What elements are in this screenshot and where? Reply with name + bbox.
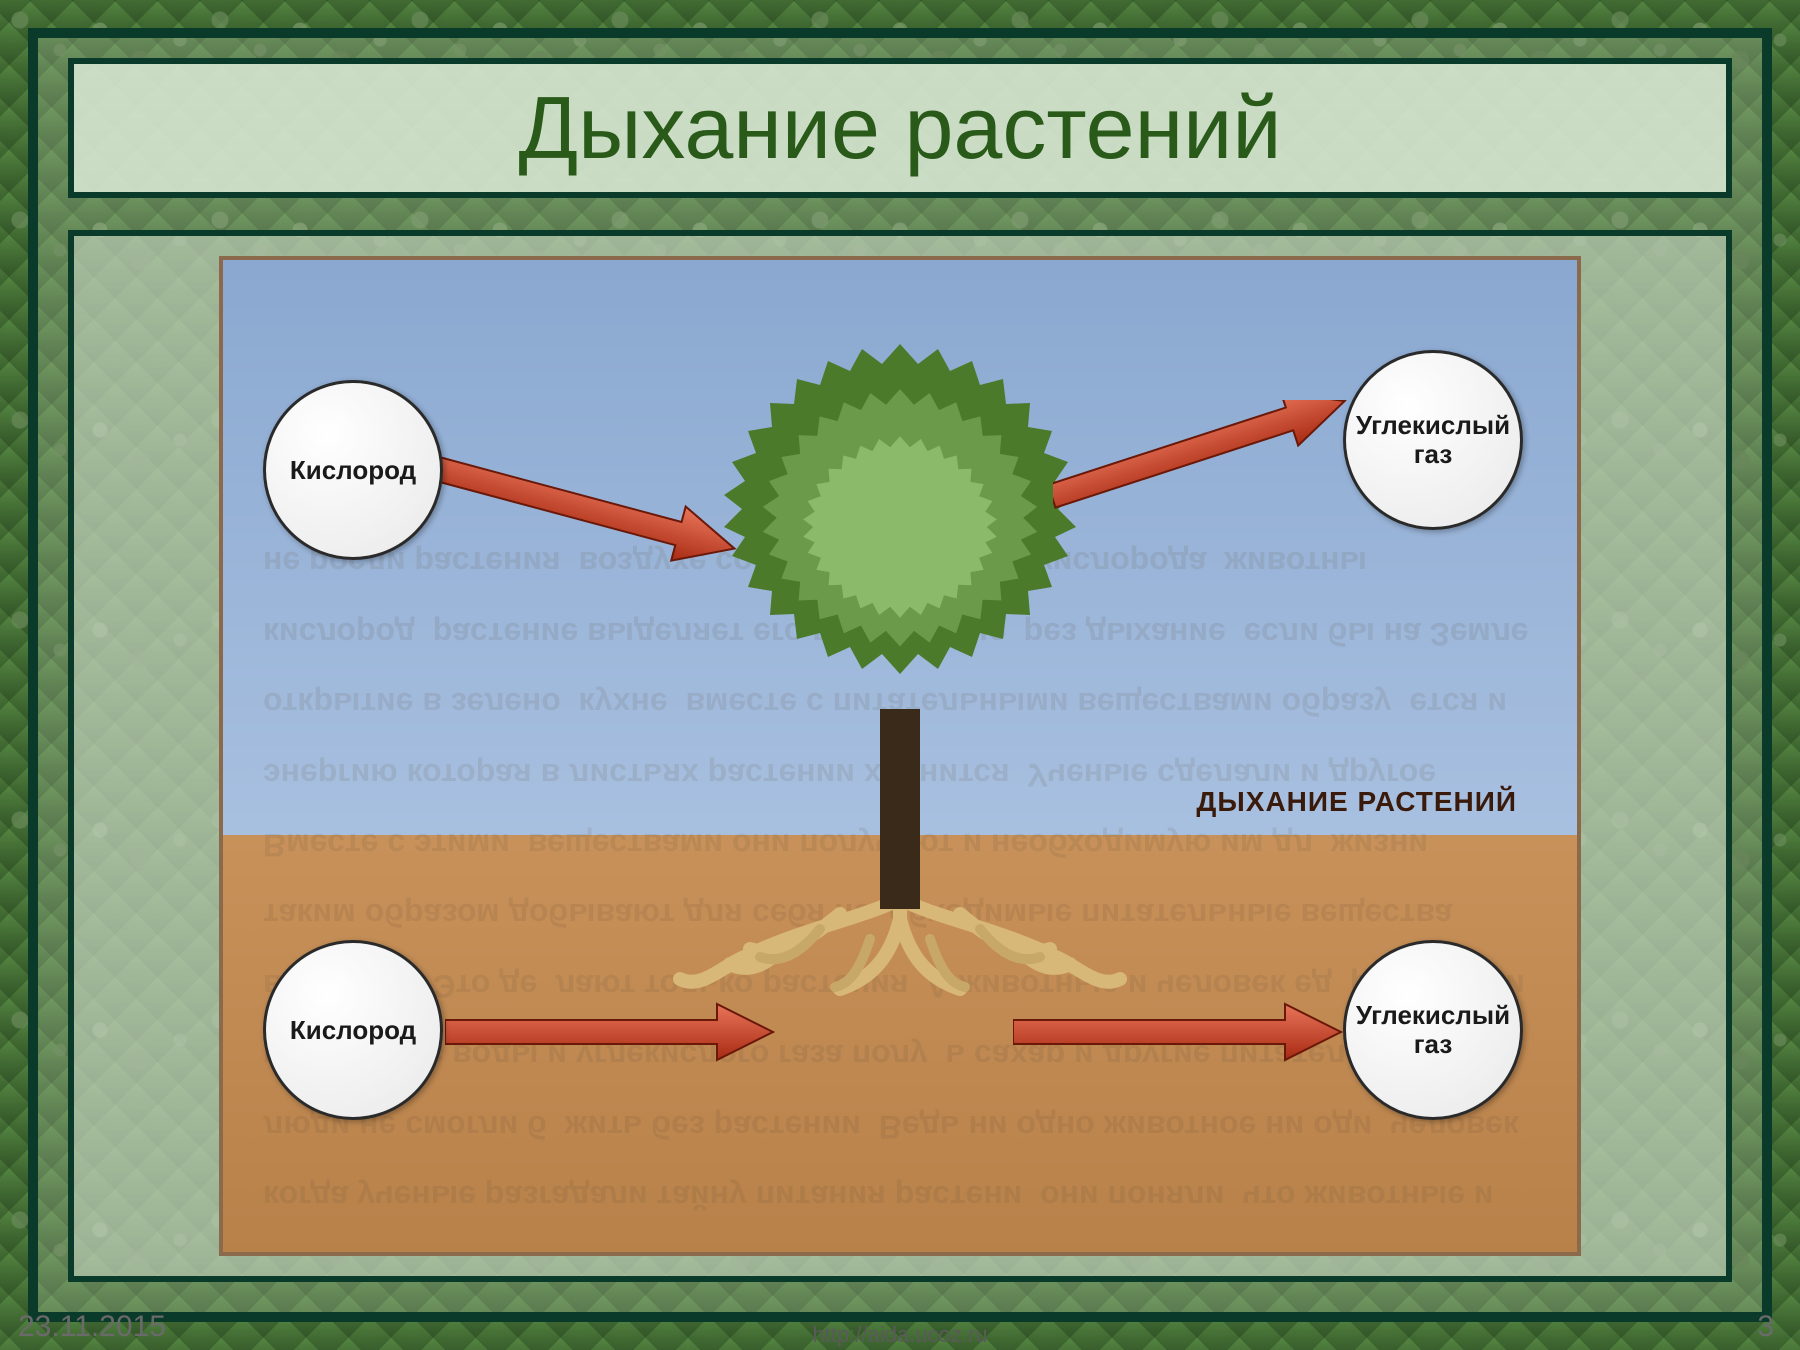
bubble-label: Кислород [290, 456, 416, 485]
bubble-label: Углекислыйгаз [1356, 1001, 1510, 1058]
tree-crown [724, 344, 1076, 674]
arrow-top-right [1053, 400, 1363, 530]
bubble-oxygen-bottom: Кислород [263, 940, 443, 1120]
page-title: Дыхание растений [519, 77, 1282, 179]
arrow-bottom-left [445, 1002, 775, 1062]
content-box: когда ученые разгадали тайну питания рас… [68, 230, 1732, 1282]
footer-site-url: http://aida.ucoz.ru [813, 1322, 988, 1348]
footer-date: 23.11.2015 [18, 1310, 166, 1344]
bubble-co2-top: Углекислыйгаз [1343, 350, 1523, 530]
arrow-bottom-right [1013, 1002, 1343, 1062]
diagram: когда ученые разгадали тайну питания рас… [219, 256, 1581, 1256]
bubble-label: Кислород [290, 1016, 416, 1045]
bubble-label: Углекислыйгаз [1356, 411, 1510, 468]
bubble-co2-bottom: Углекислыйгаз [1343, 940, 1523, 1120]
diagram-caption: ДЫХАНИЕ РАСТЕНИЙ [1196, 786, 1517, 818]
footer-page-number: 3 [1757, 1310, 1774, 1344]
title-box: Дыхание растений [68, 58, 1732, 198]
bubble-oxygen-top: Кислород [263, 380, 443, 560]
arrow-top-left [438, 435, 748, 565]
tree-trunk [880, 709, 920, 909]
